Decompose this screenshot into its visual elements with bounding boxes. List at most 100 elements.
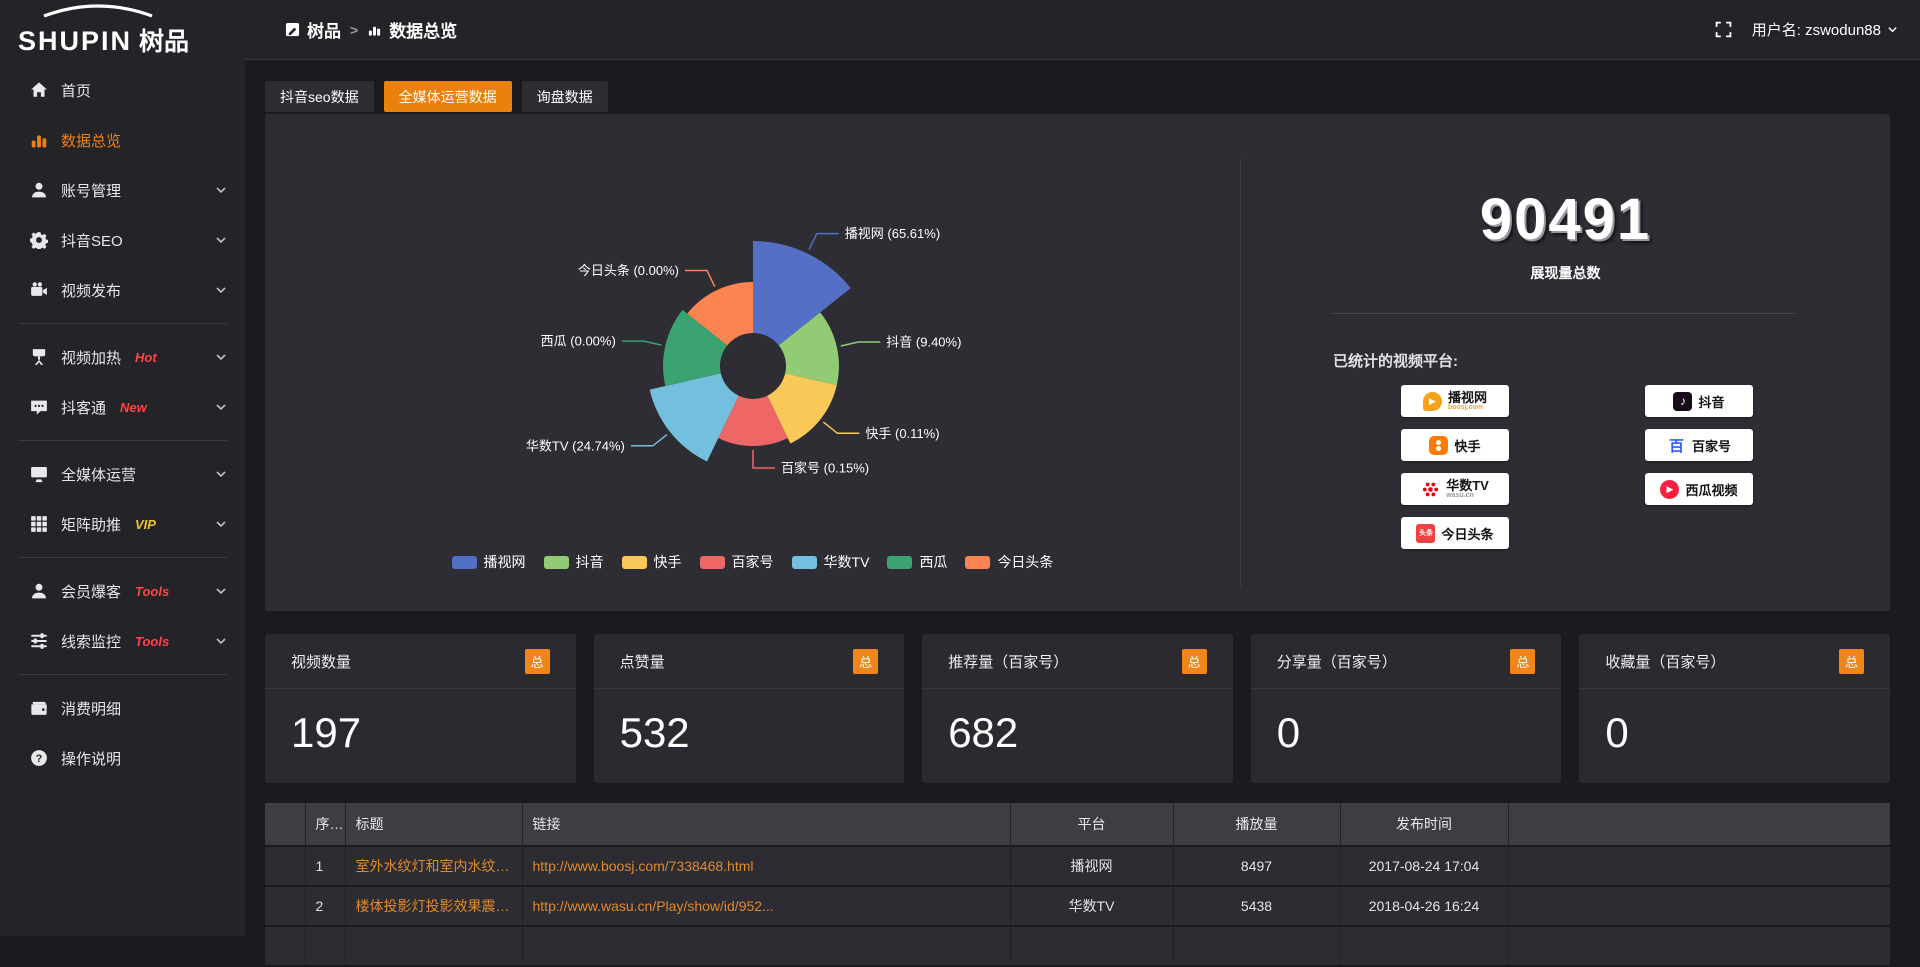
sidebar-item-label: 线索监控 [61, 631, 121, 652]
chevron-down-icon [215, 351, 227, 363]
cell-title-link[interactable]: 室外水纹灯和室内水纹灯的区别和简介 [345, 846, 522, 886]
stat-card-value: 0 [1579, 689, 1890, 757]
sidebar-item-badge: VIP [135, 517, 156, 532]
column-header-filler [1508, 803, 1890, 846]
sidebar-item-0[interactable]: 首页 [0, 65, 245, 115]
legend-item-3[interactable]: 百家号 [700, 552, 774, 572]
legend-swatch [452, 556, 477, 569]
pie-sector-4[interactable] [650, 373, 739, 461]
tab-bar: 抖音seo数据全媒体运营数据询盘数据 [265, 81, 608, 112]
sidebar-item-3[interactable]: 抖音SEO [0, 215, 245, 265]
legend-item-2[interactable]: 快手 [622, 552, 682, 572]
cell-filler [1508, 886, 1890, 926]
monitor-icon [30, 465, 48, 483]
gear-icon [30, 231, 48, 249]
table-header-row: 序号标题链接平台播放量发布时间 [265, 803, 1890, 846]
stat-card-title: 收藏量（百家号） [1605, 651, 1725, 672]
sidebar-item-12[interactable]: ?操作说明 [0, 733, 245, 783]
platform-badge-douyin[interactable]: ♪抖音 [1645, 385, 1753, 417]
legend-label: 华数TV [824, 552, 870, 572]
pie-label-line-2 [823, 422, 859, 433]
member-icon [30, 582, 48, 600]
platform-badge-baijia[interactable]: 百百家号 [1645, 429, 1753, 461]
total-badge[interactable]: 总 [525, 649, 550, 674]
sidebar-item-label: 抖客通 [61, 397, 106, 418]
sidebar-item-2[interactable]: 账号管理 [0, 165, 245, 215]
sidebar-item-label: 视频发布 [61, 280, 121, 301]
chevron-down-icon [215, 401, 227, 413]
legend-swatch [792, 556, 817, 569]
platform-name: 西瓜视频 [1685, 480, 1737, 499]
stat-card-header: 视频数量总 [265, 634, 576, 689]
stat-card-title: 推荐量（百家号） [948, 651, 1068, 672]
sidebar-item-1[interactable]: 数据总览 [0, 115, 245, 165]
stat-card-header: 推荐量（百家号） 总 [922, 634, 1233, 689]
legend-item-0[interactable]: 播视网 [452, 552, 526, 572]
main-content: 抖音seo数据全媒体运营数据询盘数据 播视网 (65.61%)抖音 (9.40%… [245, 59, 1920, 936]
tab-1[interactable]: 全媒体运营数据 [384, 81, 512, 112]
total-badge[interactable]: 总 [1839, 649, 1864, 674]
sidebar-divider [18, 440, 227, 441]
platform-name: 播视网 [1448, 391, 1487, 405]
user-menu[interactable]: 用户名: zswodun88 [1752, 19, 1898, 40]
column-header-1: 标题 [345, 803, 522, 846]
fullscreen-icon[interactable] [1715, 21, 1732, 38]
legend-label: 播视网 [484, 552, 526, 572]
pie-label-line-1 [841, 342, 881, 346]
breadcrumb-item-1[interactable]: 数据总览 [367, 17, 457, 42]
cell-plays: 8497 [1173, 846, 1340, 886]
sidebar-item-4[interactable]: 视频发布 [0, 265, 245, 315]
tab-2[interactable]: 询盘数据 [522, 81, 608, 112]
platform-badge-xigua[interactable]: ▶西瓜视频 [1645, 473, 1753, 505]
help-icon: ? [30, 749, 48, 767]
total-badge[interactable]: 总 [853, 649, 878, 674]
breadcrumb-item-0[interactable]: 树品 [285, 17, 341, 42]
grid-icon [30, 515, 48, 533]
column-header-5: 发布时间 [1340, 803, 1508, 846]
chevron-down-icon [215, 284, 227, 296]
cell-url-link[interactable]: http://www.boosj.com/7338468.html [522, 846, 1010, 886]
platform-subtext: boosj.com [1448, 404, 1483, 411]
legend-item-6[interactable]: 今日头条 [965, 552, 1053, 572]
legend-swatch [700, 556, 725, 569]
cell-index: 1 [305, 846, 345, 886]
sidebar-item-11[interactable]: 消费明细 [0, 683, 245, 733]
cell-url-link[interactable]: http://www.wasu.cn/Play/show/id/952... [522, 886, 1010, 926]
pie-label-5: 西瓜 (0.00%) [541, 334, 616, 349]
home-icon [30, 81, 48, 99]
pie-label-3: 百家号 (0.15%) [781, 461, 869, 476]
legend-item-1[interactable]: 抖音 [544, 552, 604, 572]
sidebar-item-7[interactable]: 全媒体运营 [0, 449, 245, 499]
cell-title-link[interactable]: 楼体投影灯投影效果震撼上市 [345, 886, 522, 926]
top-header: 树品>数据总览 用户名: zswodun88 [245, 0, 1920, 59]
total-badge[interactable]: 总 [1182, 649, 1207, 674]
header-select-cell [265, 803, 305, 846]
stat-card-title: 分享量（百家号） [1277, 651, 1397, 672]
sidebar-item-label: 会员爆客 [61, 581, 121, 602]
platform-badge-kuaishou[interactable]: 快手 [1401, 429, 1509, 461]
sidebar-item-label: 数据总览 [61, 130, 121, 151]
cell-empty [522, 926, 1010, 966]
stat-card-4: 收藏量（百家号） 总 0 [1579, 634, 1890, 783]
legend-item-4[interactable]: 华数TV [792, 552, 870, 572]
legend-item-5[interactable]: 西瓜 [887, 552, 947, 572]
platform-badge-toutiao[interactable]: 头条今日头条 [1401, 517, 1509, 549]
tab-0[interactable]: 抖音seo数据 [265, 81, 374, 112]
cell-platform: 华数TV [1010, 886, 1173, 926]
stat-card-header: 收藏量（百家号） 总 [1579, 634, 1890, 689]
total-badge[interactable]: 总 [1510, 649, 1535, 674]
sliders-icon [30, 632, 48, 650]
